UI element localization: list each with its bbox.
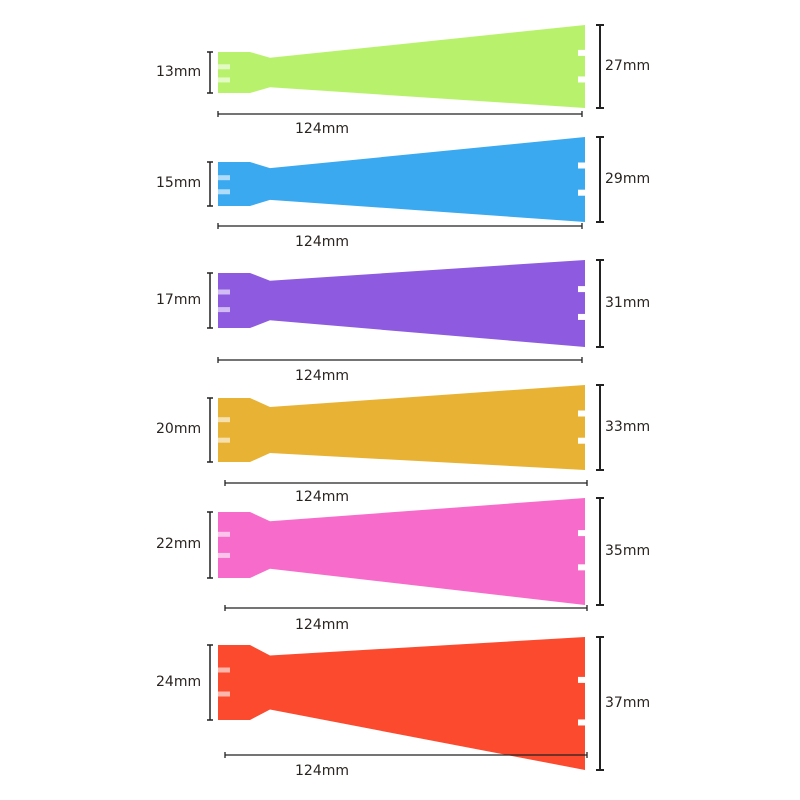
length-label: 124mm — [295, 234, 349, 250]
length-label: 124mm — [295, 121, 349, 137]
notch — [218, 691, 230, 697]
brush-roller-1 — [218, 25, 585, 108]
brush-roller-3 — [218, 260, 585, 347]
notch — [578, 530, 586, 537]
brush-roller-4 — [218, 385, 585, 470]
notch — [218, 175, 230, 181]
small-diameter-bracket — [207, 161, 213, 207]
length-label: 124mm — [295, 368, 349, 384]
notch — [578, 676, 586, 683]
small-diameter-label: 24mm — [156, 673, 202, 690]
large-diameter-label: 31mm — [605, 294, 651, 311]
notch — [578, 162, 586, 169]
large-diameter-label: 37mm — [605, 694, 651, 711]
notch — [578, 286, 586, 293]
notch — [218, 667, 230, 673]
notch — [578, 719, 586, 726]
small-diameter-bracket — [207, 272, 213, 329]
notch — [218, 289, 230, 295]
small-diameter-bracket — [207, 644, 213, 721]
length-dimension-line — [217, 111, 583, 117]
small-diameter-bracket — [207, 511, 213, 579]
large-diameter-bracket — [596, 636, 604, 771]
large-diameter-bracket — [596, 384, 604, 471]
brush-roller-6 — [218, 637, 585, 770]
notch — [578, 564, 586, 571]
notch — [578, 189, 586, 196]
small-diameter-label: 22mm — [156, 536, 202, 552]
small-diameter-label: 17mm — [156, 291, 202, 308]
notch — [578, 49, 586, 56]
length-dimension-line — [224, 605, 588, 611]
large-diameter-bracket — [596, 497, 604, 606]
small-diameter-label: 20mm — [156, 421, 202, 437]
length-label: 124mm — [295, 617, 349, 633]
length-dimension-line — [224, 752, 588, 758]
small-diameter-label: 15mm — [156, 175, 202, 191]
length-label: 124mm — [295, 763, 349, 779]
notch — [218, 77, 230, 83]
length-label: 124mm — [295, 489, 349, 505]
notch — [578, 76, 586, 83]
large-diameter-bracket — [596, 136, 604, 223]
notch — [218, 189, 230, 195]
large-diameter-bracket — [596, 259, 604, 348]
length-dimension-line — [224, 480, 588, 486]
notch — [578, 410, 586, 417]
length-dimension-line — [217, 357, 583, 363]
large-diameter-label: 29mm — [605, 170, 651, 187]
length-dimension-line — [217, 223, 583, 229]
brush-roller-2 — [218, 137, 585, 222]
small-diameter-label: 13mm — [156, 63, 202, 80]
large-diameter-label: 33mm — [605, 418, 651, 435]
small-diameter-bracket — [207, 397, 213, 463]
notch — [218, 307, 230, 313]
notch — [218, 552, 230, 558]
large-diameter-label: 35mm — [605, 542, 651, 559]
brush-roller-5 — [218, 498, 585, 605]
notch — [218, 417, 230, 423]
notch — [218, 64, 230, 70]
large-diameter-label: 27mm — [605, 57, 651, 74]
notch — [578, 313, 586, 320]
notch — [218, 437, 230, 443]
notch — [218, 531, 230, 537]
small-diameter-bracket — [207, 51, 213, 94]
notch — [578, 437, 586, 444]
large-diameter-bracket — [596, 24, 604, 109]
